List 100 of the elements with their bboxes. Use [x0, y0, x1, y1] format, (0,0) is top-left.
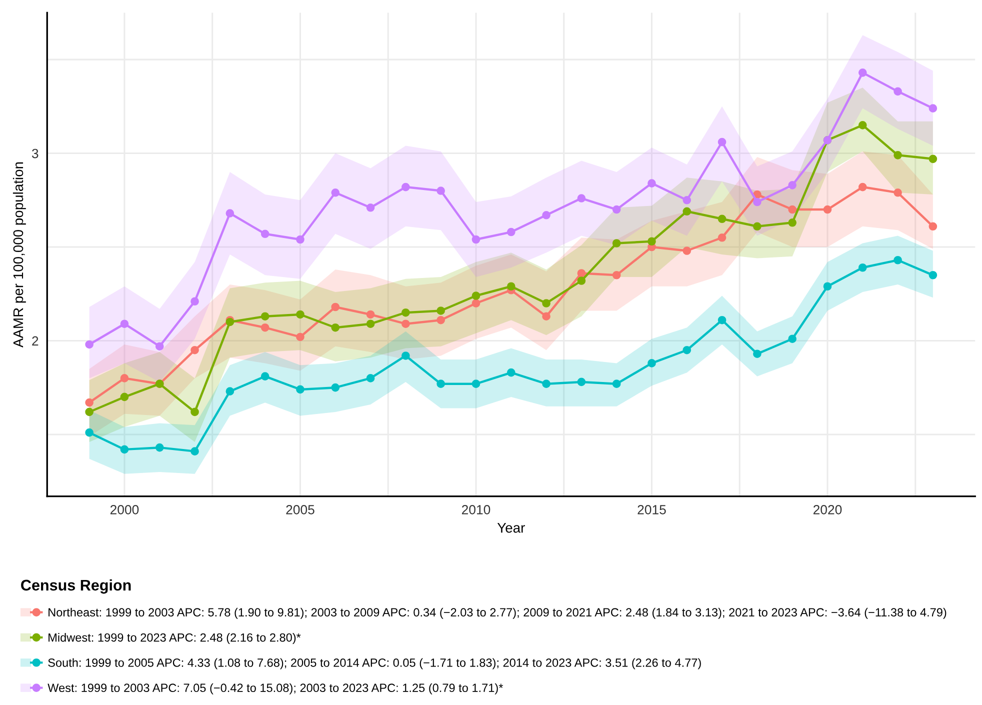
point: [472, 380, 480, 388]
point: [682, 246, 692, 255]
point: [682, 207, 692, 216]
point: [542, 210, 550, 220]
legend-label: South: 1999 to 2005 APC: 4.33 (1.08 to 7.68); 2005 to 2014 APC: 0.05 (−1.71 to 1.83); 2014 to 2023 APC: 3.51 (2.26 to 4.77): [48, 658, 701, 670]
point: [612, 205, 621, 214]
point: [788, 218, 797, 227]
point: [120, 392, 129, 402]
point: [858, 263, 867, 272]
point: [542, 380, 550, 388]
point: [260, 230, 270, 238]
point: [85, 408, 94, 416]
point: [331, 302, 340, 312]
point: [577, 269, 586, 278]
point: [436, 316, 445, 324]
point: [682, 196, 692, 204]
point: [260, 312, 270, 321]
point: [788, 180, 797, 190]
point: [472, 299, 480, 308]
point: [506, 368, 516, 377]
point: [436, 380, 445, 388]
point: [753, 350, 762, 358]
point: [296, 332, 304, 342]
point: [753, 222, 762, 231]
point: [894, 87, 902, 96]
point: [506, 228, 516, 236]
point: [823, 282, 832, 291]
point: [648, 179, 656, 188]
point: [753, 198, 762, 206]
point: [612, 239, 621, 248]
y-axis-title: AAMR per 100,000 population: [12, 162, 26, 348]
x-axis-title: Year: [497, 523, 525, 533]
point: [120, 445, 129, 454]
point: [928, 104, 938, 112]
point: [120, 320, 129, 328]
legend-label: Northeast: 1999 to 2003 APC: 5.78 (1.90 to 9.81); 2003 to 2009 APC: 0.34 (−2.03 to 2.77); 2009 to 2021 APC: 2.48 (1.84 to 3.13); 2021 to 2023 APC: −3.64 (−11.38 to 4.79): [48, 608, 946, 619]
point: [436, 306, 445, 315]
point: [436, 186, 445, 195]
point: [226, 209, 234, 218]
point: [718, 316, 726, 324]
point: [648, 359, 656, 368]
point: [190, 297, 199, 306]
point: [577, 194, 586, 202]
point: [85, 428, 94, 437]
point: [858, 120, 867, 130]
point: [120, 374, 129, 382]
point: [366, 203, 375, 212]
point: [542, 312, 550, 321]
point: [296, 235, 304, 244]
point: [190, 408, 199, 416]
point: [506, 282, 516, 291]
point: [331, 323, 340, 332]
point: [260, 323, 270, 332]
point: [788, 334, 797, 344]
point: [823, 205, 832, 214]
point: [402, 308, 410, 317]
point: [366, 310, 375, 319]
point: [858, 182, 867, 192]
point: [190, 346, 199, 354]
point: [718, 233, 726, 242]
point: [894, 150, 902, 160]
point: [155, 342, 164, 351]
point: [472, 235, 480, 244]
point: [85, 398, 94, 407]
point: [682, 346, 692, 354]
point: [612, 270, 621, 280]
point: [296, 385, 304, 394]
point: [402, 320, 410, 328]
y-tick-label: 3: [32, 148, 38, 158]
point: [788, 205, 797, 214]
point: [155, 443, 164, 452]
legend-label: Midwest: 1999 to 2023 APC: 2.48 (2.16 to 2.80)*: [48, 633, 301, 644]
point: [190, 447, 199, 456]
point: [366, 374, 375, 382]
point: [542, 299, 550, 308]
point: [928, 222, 938, 231]
point: [260, 372, 270, 381]
point: [612, 380, 621, 388]
x-tick-label: 2000: [110, 505, 139, 514]
point: [718, 138, 726, 146]
point: [331, 188, 340, 197]
y-tick-label: 2: [32, 336, 38, 346]
x-tick-label: 2015: [638, 505, 666, 514]
point: [858, 68, 867, 77]
point: [894, 256, 902, 264]
x-tick-label: 2010: [462, 505, 490, 514]
point: [472, 292, 480, 300]
legend-label: West: 1999 to 2003 APC: 7.05 (−0.42 to 15.08); 2003 to 2023 APC: 1.25 (0.79 to 1.71)*: [48, 683, 504, 694]
point: [928, 270, 938, 280]
point: [296, 310, 304, 319]
point: [402, 352, 410, 360]
point: [718, 214, 726, 224]
point: [648, 237, 656, 246]
point: [226, 387, 234, 396]
point: [577, 276, 586, 285]
point: [402, 182, 410, 192]
point: [366, 320, 375, 328]
point: [894, 188, 902, 197]
legend-title: Census Region: [21, 579, 131, 594]
point: [331, 383, 340, 392]
